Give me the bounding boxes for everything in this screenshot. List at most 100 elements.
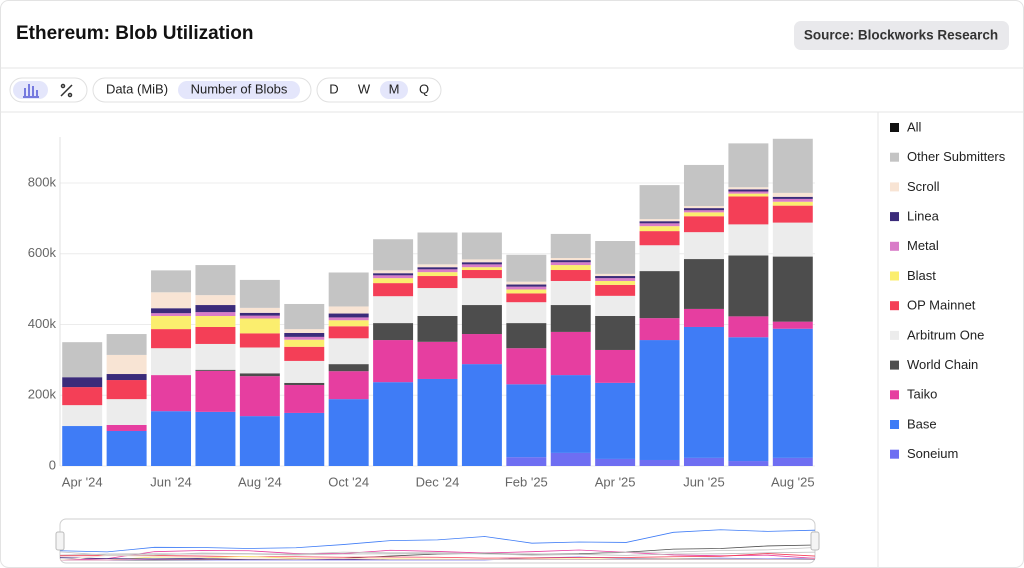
period-option[interactable]: M [389,81,400,96]
bar-segment [639,231,680,246]
bar-segment [373,275,414,279]
bar-segment [595,284,636,296]
legend-label[interactable]: Blast [907,268,936,283]
legend-label[interactable]: Soneium [907,446,958,461]
bar-segment [639,271,680,319]
source-pill[interactable] [794,21,1009,50]
navigator-line [59,549,816,561]
x-tick-label: Oct '24 [328,474,369,489]
legend-label[interactable]: All [907,119,922,134]
source: Source: Blockworks Research [804,28,998,43]
bar-segment [62,387,103,406]
bar-segment [195,326,236,344]
legend-swatch [890,123,899,132]
bar-segment [506,457,547,466]
bar-segment [373,340,414,383]
legend-label[interactable]: Base [907,416,937,431]
bar-segment [284,360,325,383]
bar-segment [506,323,547,349]
bar-segment [772,138,813,193]
bar-segment [106,374,147,381]
legend-label[interactable]: Scroll [907,179,940,194]
bar-segment [639,185,680,220]
bar-segment [106,399,147,425]
metric-option[interactable]: Data (MiB) [106,81,168,96]
bar-segment [595,316,636,350]
bar-segment [683,208,724,211]
bar-segment [373,283,414,297]
bar-segment [195,305,236,313]
period-option[interactable]: W [358,81,371,96]
legend-label[interactable]: Other Submitters [907,149,1006,164]
bar-segment [683,232,724,260]
bar-segment [151,348,192,376]
bar-segment [373,382,414,466]
bar-segment [239,416,280,466]
legend-swatch [890,390,899,400]
bar-segment [106,430,147,466]
bar-segment [106,354,147,375]
metric-option[interactable]: Number of Blobs [191,81,288,96]
bar-segment [151,292,192,309]
legend-swatch [890,271,899,281]
bar-segment [772,205,813,223]
legend-label[interactable]: Arbitrum One [907,327,984,342]
legend-swatch [890,152,899,162]
bar-segment [506,281,547,285]
legend-label[interactable]: Metal [907,238,939,253]
bar-segment [728,337,769,462]
bar-segment [683,216,724,233]
x-tick-label: Aug '25 [771,474,815,489]
bar-segment [550,452,591,466]
bar-segment [683,212,724,217]
bar-segment [239,318,280,334]
bar-segment [373,270,414,274]
legend-label[interactable]: World Chain [907,357,978,372]
bar-segment [595,273,636,277]
bar-segment [506,284,547,287]
bar-segment [328,399,369,466]
bar-segment [461,334,502,365]
bar-segment [595,278,636,281]
bar-segment [772,256,813,322]
navigator-line [59,547,816,556]
navigator-handle[interactable] [810,531,820,551]
bar-segment [595,276,636,279]
bar-segment [417,272,458,277]
period-selected [380,81,408,99]
bar-segment [639,245,680,272]
bar-segment [284,346,325,361]
legend-swatch [890,182,899,192]
legend-swatch [890,212,899,222]
bar-segment [417,276,458,289]
navigator-handle[interactable] [55,531,65,551]
bar-segment [461,259,502,263]
bar-segment [328,326,369,339]
period-option[interactable]: D [329,81,338,96]
bar-segment [550,260,591,263]
bar-segment [195,265,236,296]
percent-icon[interactable] [60,83,73,98]
bar-segment [772,457,813,466]
bar-segment [239,373,280,377]
bar-segment [683,164,724,206]
bar-segment [417,232,458,265]
bar-segment [550,305,591,332]
bar-segment [62,405,103,427]
bar-segment [461,262,502,265]
legend-label[interactable]: Linea [907,209,940,224]
bar-segment [550,375,591,453]
bar-segment [461,305,502,335]
legend-label[interactable]: OP Mainnet [907,298,976,313]
bar-icon-button[interactable] [13,81,48,99]
bar-segment [106,334,147,355]
x-tick-label: Jun '24 [150,474,192,489]
bar-segment [328,371,369,400]
legend-label[interactable]: Taiko [907,387,937,402]
bar-segment [195,369,236,371]
bar-segment [506,254,547,282]
period-option[interactable]: Q [419,81,429,96]
bar-segment [373,296,414,324]
bar-segment [728,255,769,317]
bar-segment [550,280,591,306]
